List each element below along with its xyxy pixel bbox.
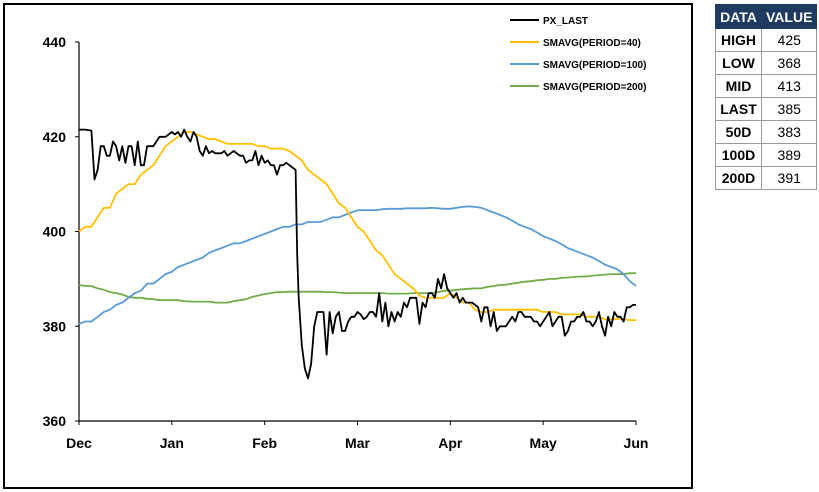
line-chart: 360 380 400 420 440 Dec Jan Feb Mar Apr May Jun PX_… [43,16,649,451]
series-line-smavg-period-40- [78,131,636,321]
legend-label: SMAVG(PERIOD=40) [543,38,641,49]
chart-legend: PX_LAST SMAVG(PERIOD=40) SMAVG(PERIOD=100)… [510,16,646,93]
table-header-value: VALUE [760,4,818,29]
table-row: 200D 391 [715,166,818,190]
row-label: HIGH [715,28,762,52]
row-label: LAST [715,97,762,121]
y-tick-label: 360 [43,413,67,429]
table-header-row: DATA VALUE [715,4,818,29]
chart-axes: 360 380 400 420 440 Dec Jan Feb Mar Apr May Jun [43,34,649,451]
x-tick-label: Jun [624,435,649,451]
row-value: 368 [760,51,818,75]
x-tick-label: May [530,435,557,451]
row-value: 425 [760,28,818,52]
x-tick-label: Apr [438,435,463,451]
row-value: 385 [760,97,818,121]
series-layer [78,128,637,380]
row-label: 200D [715,166,762,190]
legend-label: SMAVG(PERIOD=100) [543,60,646,71]
y-tick-label: 380 [43,318,67,334]
row-value: 413 [760,74,818,98]
table-row: 50D 383 [715,120,818,144]
legend-label: SMAVG(PERIOD=200) [543,82,646,93]
series-line-smavg-period-100- [78,205,637,325]
row-value: 391 [760,166,818,190]
y-tick-label: 420 [43,129,67,145]
legend-label: PX_LAST [543,16,588,27]
row-label: 50D [715,120,762,144]
row-value: 389 [760,143,818,167]
x-tick-label: Feb [252,435,277,451]
series-line-smavg-period-200- [78,272,636,304]
y-tick-label: 400 [43,224,67,240]
table-row: MID 413 [715,74,818,98]
table-row: LOW 368 [715,51,818,75]
table-row: 100D 389 [715,143,818,167]
row-value: 383 [760,120,818,144]
series-line-px-last [79,128,636,380]
table-header-data: DATA [715,4,762,29]
x-tick-label: Jan [160,435,184,451]
x-tick-label: Dec [66,435,92,451]
row-label: 100D [715,143,762,167]
y-tick-label: 440 [43,34,67,50]
row-label: LOW [715,51,762,75]
table-row: HIGH 425 [715,28,818,52]
chart-frame: 360 380 400 420 440 Dec Jan Feb Mar Apr May Jun PX_… [3,3,693,489]
row-label: MID [715,74,762,98]
table-row: LAST 385 [715,97,818,121]
data-value-table: DATA VALUE HIGH 425 LOW 368 MID 413 LAST 385… [715,4,818,190]
x-tick-label: Mar [345,435,370,451]
